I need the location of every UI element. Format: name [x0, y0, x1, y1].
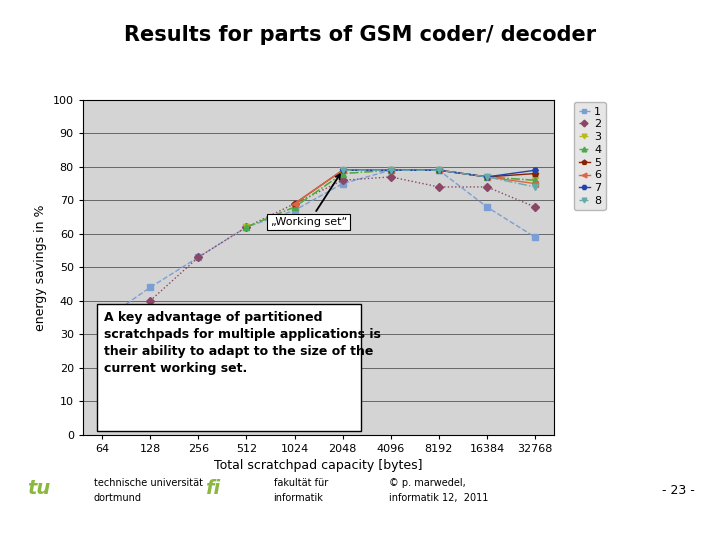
8 [435, 167, 444, 173]
Text: fi: fi [205, 478, 220, 497]
Text: informatik 12,  2011: informatik 12, 2011 [389, 493, 488, 503]
6 [531, 180, 539, 187]
1 [531, 234, 539, 240]
Text: Results for parts of GSM coder/ decoder: Results for parts of GSM coder/ decoder [124, 25, 596, 45]
Text: © p. marwedel,: © p. marwedel, [389, 478, 466, 488]
2 [387, 174, 395, 180]
Legend: 1, 2, 3, 4, 5, 6, 7, 8: 1, 2, 3, 4, 5, 6, 7, 8 [574, 102, 606, 211]
5 [531, 170, 539, 177]
Line: 7: 7 [340, 167, 538, 180]
Line: 8: 8 [340, 167, 538, 190]
Text: „Working set“: „Working set“ [271, 174, 347, 227]
7 [387, 167, 395, 173]
3 [338, 170, 347, 177]
2 [482, 184, 491, 190]
4 [242, 224, 251, 231]
2 [435, 184, 444, 190]
7 [435, 167, 444, 173]
Text: technische universität: technische universität [94, 478, 202, 488]
1 [194, 254, 202, 260]
Line: 3: 3 [243, 167, 538, 230]
4 [531, 177, 539, 184]
Line: 6: 6 [292, 167, 538, 206]
6 [290, 200, 299, 207]
1 [482, 204, 491, 210]
4 [290, 204, 299, 210]
Text: dortmund: dortmund [94, 493, 142, 503]
5 [387, 167, 395, 173]
2 [146, 298, 155, 304]
Text: tu: tu [27, 478, 50, 497]
Line: 1: 1 [99, 167, 538, 323]
1 [387, 167, 395, 173]
2 [194, 254, 202, 260]
3 [482, 174, 491, 180]
1 [338, 180, 347, 187]
7 [338, 167, 347, 173]
1 [435, 167, 444, 173]
Text: fakultät für: fakultät für [274, 478, 328, 488]
5 [290, 200, 299, 207]
2 [290, 200, 299, 207]
1 [98, 318, 107, 324]
1 [290, 207, 299, 214]
Text: informatik: informatik [274, 493, 323, 503]
Line: 5: 5 [292, 167, 538, 206]
Text: - 23 -: - 23 - [662, 483, 695, 497]
1 [146, 284, 155, 291]
8 [482, 174, 491, 180]
5 [338, 167, 347, 173]
5 [435, 167, 444, 173]
8 [531, 184, 539, 190]
2 [338, 177, 347, 184]
4 [482, 174, 491, 180]
8 [387, 167, 395, 173]
Y-axis label: energy savings in %: energy savings in % [35, 204, 48, 330]
6 [387, 167, 395, 173]
4 [435, 167, 444, 173]
4 [338, 170, 347, 177]
6 [435, 167, 444, 173]
6 [338, 167, 347, 173]
1 [242, 224, 251, 231]
FancyBboxPatch shape [97, 304, 361, 431]
X-axis label: Total scratchpad capacity [bytes]: Total scratchpad capacity [bytes] [215, 460, 423, 472]
6 [482, 174, 491, 180]
8 [338, 167, 347, 173]
Line: 4: 4 [243, 167, 538, 230]
3 [531, 177, 539, 184]
3 [290, 204, 299, 210]
4 [387, 167, 395, 173]
3 [242, 224, 251, 231]
Line: 2: 2 [148, 174, 538, 303]
7 [531, 167, 539, 173]
Text: A key advantage of partitioned
scratchpads for multiple applications is
their ab: A key advantage of partitioned scratchpa… [104, 311, 381, 375]
3 [387, 167, 395, 173]
5 [482, 174, 491, 180]
2 [242, 224, 251, 231]
2 [531, 204, 539, 210]
7 [482, 174, 491, 180]
3 [435, 167, 444, 173]
